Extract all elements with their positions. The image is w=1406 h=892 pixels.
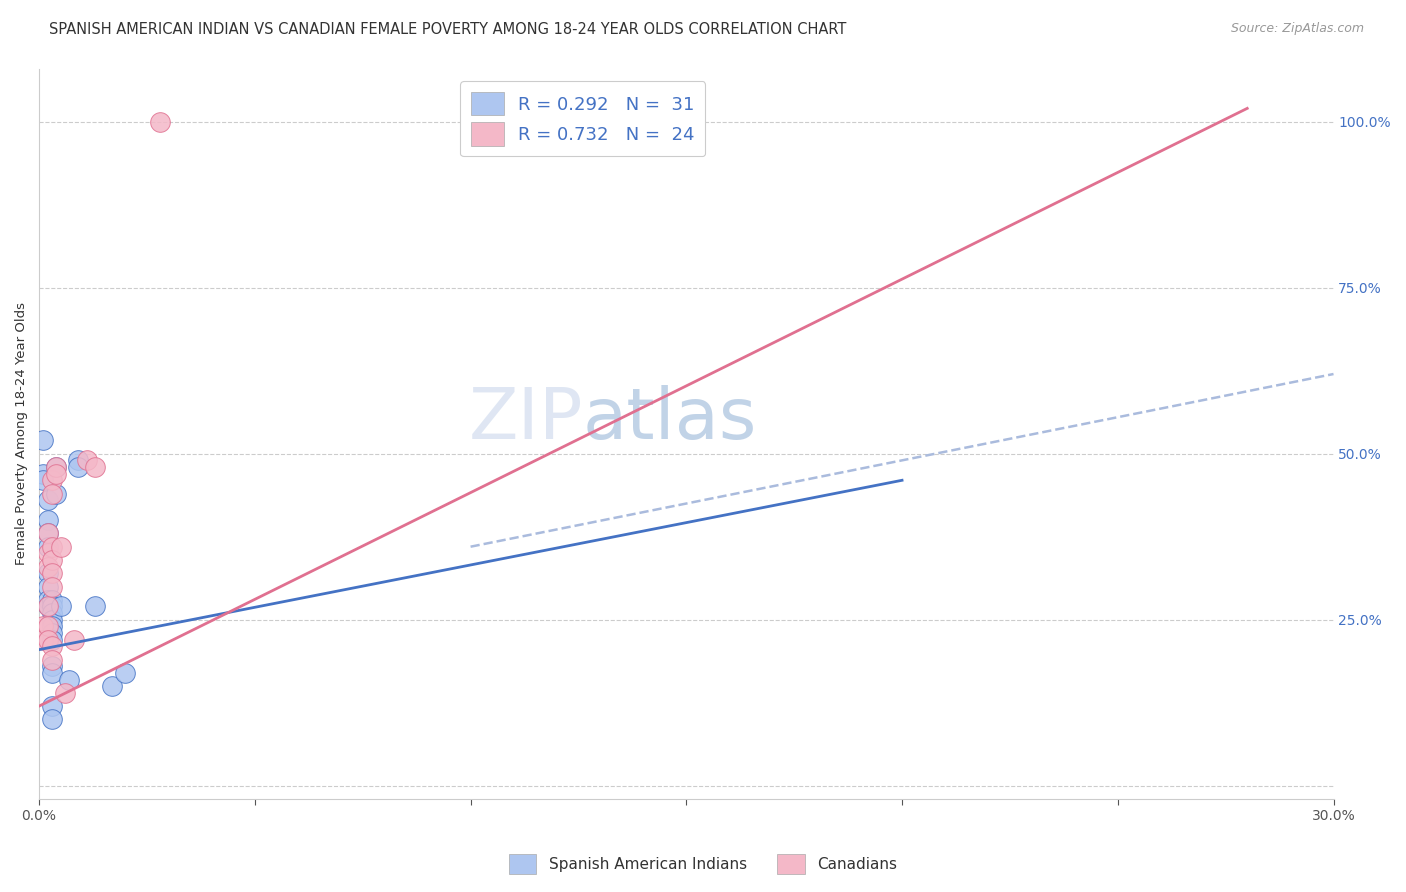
Point xyxy=(32,434,55,448)
Point xyxy=(76,453,98,467)
Point xyxy=(37,580,59,594)
Point xyxy=(37,493,59,508)
Point xyxy=(84,599,107,614)
Point xyxy=(32,619,55,633)
Legend: R = 0.292   N =  31, R = 0.732   N =  24: R = 0.292 N = 31, R = 0.732 N = 24 xyxy=(460,81,706,156)
Point xyxy=(37,592,59,607)
Point xyxy=(49,599,72,614)
Point xyxy=(66,453,89,467)
Point xyxy=(37,632,59,647)
Point xyxy=(45,460,67,475)
Point xyxy=(37,559,59,574)
Point xyxy=(41,640,63,654)
Point xyxy=(149,114,172,128)
Point xyxy=(62,632,84,647)
Text: SPANISH AMERICAN INDIAN VS CANADIAN FEMALE POVERTY AMONG 18-24 YEAR OLDS CORRELA: SPANISH AMERICAN INDIAN VS CANADIAN FEMA… xyxy=(49,22,846,37)
Point xyxy=(41,553,63,567)
Point xyxy=(37,513,59,527)
Point xyxy=(41,613,63,627)
Point xyxy=(41,665,63,680)
Point xyxy=(37,619,59,633)
Point xyxy=(37,546,59,560)
Point xyxy=(41,592,63,607)
Point xyxy=(84,460,107,475)
Point xyxy=(37,599,59,614)
Point xyxy=(32,632,55,647)
Text: ZIP: ZIP xyxy=(468,384,582,454)
Point xyxy=(37,566,59,581)
Point xyxy=(37,599,59,614)
Point xyxy=(41,619,63,633)
Point xyxy=(45,486,67,500)
Point xyxy=(41,712,63,726)
Point xyxy=(45,460,67,475)
Point xyxy=(41,580,63,594)
Point xyxy=(114,665,136,680)
Y-axis label: Female Poverty Among 18-24 Year Olds: Female Poverty Among 18-24 Year Olds xyxy=(15,302,28,566)
Point xyxy=(66,460,89,475)
Point xyxy=(49,540,72,554)
Point xyxy=(41,632,63,647)
Text: atlas: atlas xyxy=(582,384,758,454)
Point xyxy=(41,599,63,614)
Point xyxy=(58,673,80,687)
Point xyxy=(41,659,63,673)
Point xyxy=(41,626,63,640)
Point xyxy=(41,540,63,554)
Point xyxy=(37,526,59,541)
Legend: Spanish American Indians, Canadians: Spanish American Indians, Canadians xyxy=(503,848,903,880)
Point xyxy=(41,652,63,666)
Text: Source: ZipAtlas.com: Source: ZipAtlas.com xyxy=(1230,22,1364,36)
Point xyxy=(53,686,76,700)
Point xyxy=(32,467,55,481)
Point xyxy=(37,526,59,541)
Point xyxy=(45,467,67,481)
Point xyxy=(37,540,59,554)
Point xyxy=(41,566,63,581)
Point xyxy=(101,679,124,693)
Point xyxy=(41,606,63,620)
Point xyxy=(41,473,63,487)
Point xyxy=(41,486,63,500)
Point xyxy=(41,699,63,714)
Point xyxy=(32,473,55,487)
